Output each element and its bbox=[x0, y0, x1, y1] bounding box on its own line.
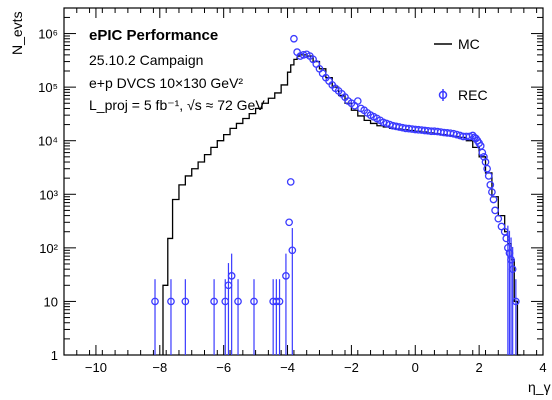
y-axis-title: N_evts bbox=[9, 11, 25, 55]
mc-series bbox=[162, 54, 521, 356]
axes: −10 −8 −6 −4 −2 0 2 4 1 10 10² 10³ 10⁴ 10⁵ 10⁶ bbox=[38, 7, 547, 375]
legend-rec-marker bbox=[438, 90, 448, 100]
rec-point bbox=[494, 214, 503, 223]
rec-point bbox=[275, 297, 284, 306]
rec-point bbox=[512, 297, 520, 306]
mc-step-line bbox=[162, 54, 521, 356]
rec-point bbox=[290, 34, 298, 43]
x-tick-label: −8 bbox=[152, 360, 167, 375]
legend-rec-label: REC bbox=[458, 87, 488, 103]
x-tick-label: −4 bbox=[280, 360, 295, 375]
y-tick-label: 10 bbox=[44, 294, 58, 309]
rec-point bbox=[486, 180, 495, 189]
rec-point bbox=[507, 255, 515, 264]
rec-point bbox=[508, 265, 517, 274]
rec-point bbox=[478, 148, 487, 157]
rec-point bbox=[480, 152, 488, 161]
lumi-label: L_proj = 5 fb⁻¹, √s ≈ 72 GeV bbox=[89, 97, 265, 113]
y-tick-label: 10⁵ bbox=[38, 80, 58, 95]
campaign-label: 25.10.2 Campaign bbox=[89, 52, 203, 68]
rec-point bbox=[483, 164, 491, 173]
rec-point bbox=[484, 172, 493, 180]
rec-point bbox=[282, 272, 290, 280]
process-label: e+p DVCS 10×130 GeV² bbox=[89, 75, 243, 91]
rec-point bbox=[181, 297, 190, 306]
rec-point bbox=[286, 178, 295, 186]
legend: MC REC bbox=[434, 36, 488, 103]
x-tick-label: 0 bbox=[412, 360, 419, 375]
x-tick-label: −10 bbox=[85, 360, 107, 375]
x-tick-label: −6 bbox=[216, 360, 231, 375]
plot-frame bbox=[63, 7, 544, 356]
y-tick-label: 10² bbox=[39, 241, 58, 256]
rec-point bbox=[234, 297, 242, 306]
y-tick-label: 10³ bbox=[39, 187, 58, 202]
x-tick-label: −2 bbox=[344, 360, 359, 375]
rec-point bbox=[353, 97, 362, 105]
y-tick-label: 10⁶ bbox=[38, 27, 58, 42]
rec-point bbox=[151, 297, 159, 306]
rec-point bbox=[489, 195, 498, 204]
x-tick-label: 4 bbox=[539, 360, 546, 375]
y-tick-label: 1 bbox=[51, 348, 58, 363]
rec-series bbox=[151, 34, 520, 355]
y-tick-label: 10⁴ bbox=[38, 134, 58, 149]
rec-point bbox=[250, 297, 258, 306]
rec-point bbox=[167, 297, 175, 306]
rec-point bbox=[288, 246, 297, 255]
chart-title: ePIC Performance bbox=[89, 27, 218, 44]
rec-point bbox=[488, 188, 496, 196]
x-axis-title: η_γ bbox=[528, 379, 551, 395]
x-tick-label: 2 bbox=[476, 360, 483, 375]
rec-point bbox=[210, 297, 218, 306]
rec-point bbox=[491, 206, 499, 215]
rec-point bbox=[285, 218, 293, 227]
legend-mc-label: MC bbox=[458, 36, 480, 52]
rec-point bbox=[227, 272, 236, 280]
